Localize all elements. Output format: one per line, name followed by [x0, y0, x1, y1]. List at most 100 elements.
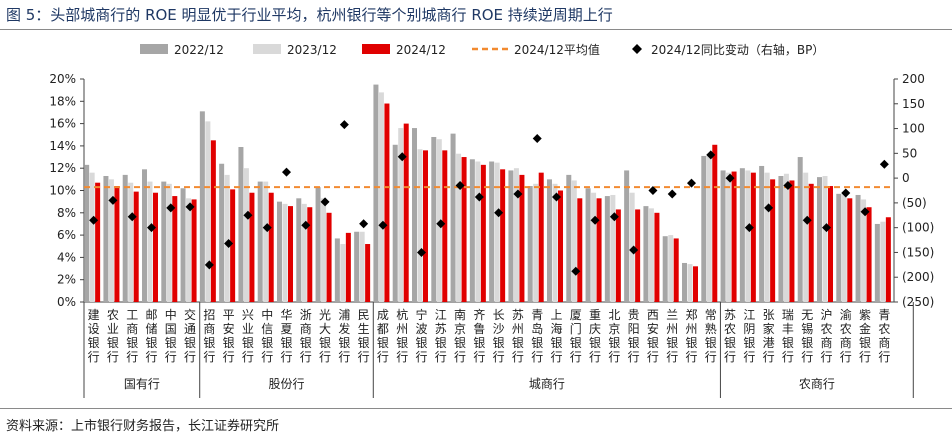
bar-2024-12 [326, 212, 332, 302]
bar-2022-12 [373, 84, 379, 302]
bar-2022-12 [855, 194, 861, 302]
bar-2022-12 [778, 176, 784, 302]
bar-2022-12 [720, 170, 726, 302]
bar-2023-12 [861, 199, 867, 302]
category-label: 贵阳银行 [628, 308, 640, 364]
roe-chart: 2022/12 2023/12 2024/12 2024/12平均值 2024/… [49, 42, 934, 398]
y-left-tick-label: 4% [57, 250, 76, 264]
bar-2024-12 [191, 199, 197, 302]
bar-2024-12 [654, 212, 660, 302]
bar-2024-12 [307, 207, 313, 302]
category-label: 长沙银行 [493, 308, 505, 364]
category-label: 农业银行 [107, 308, 119, 364]
bar-2022-12 [469, 159, 475, 302]
category-label: 成都银行 [377, 308, 389, 364]
category-label: 江阴银行 [743, 308, 755, 364]
bar-2022-12 [84, 164, 90, 302]
bar-2022-12 [199, 111, 205, 302]
bp-change-marker [687, 178, 696, 188]
bar-2022-12 [701, 155, 707, 302]
bar-2022-12 [180, 188, 186, 302]
bar-2023-12 [147, 181, 153, 302]
bar-2023-12 [456, 153, 462, 302]
bar-2024-12 [95, 182, 101, 302]
plot-area: 0% 2% 4% 6% 8% 10% 12% 14% 16% 18% 20% (250) (200) (1… [49, 72, 934, 398]
bar-2023-12 [186, 198, 192, 302]
bar-2024-12 [442, 150, 448, 302]
bp-change-marker [359, 219, 369, 229]
bar-2024-12 [558, 190, 563, 302]
category-label: 民生银行 [358, 308, 370, 364]
bar-2024-12 [885, 217, 891, 302]
bp-change-marker [147, 223, 156, 233]
bar-2023-12 [764, 172, 770, 302]
bar-2024-12 [750, 172, 756, 302]
y-left-tick-label: 6% [57, 228, 76, 242]
bar-2022-12 [547, 179, 552, 302]
bp-change-marker [185, 202, 195, 212]
legend-swatch-2023 [253, 44, 281, 54]
category-label: 交通银行 [184, 307, 196, 364]
category-label: 北京银行 [608, 308, 620, 364]
y-left-tick-label: 8% [57, 206, 76, 220]
bar-2023-12 [166, 183, 172, 302]
group-label: 城商行 [529, 376, 565, 391]
bar-2024-12 [500, 169, 506, 302]
bar-2024-12 [461, 157, 467, 302]
bar-2022-12 [643, 206, 649, 302]
y-right-tick-label: 0 [902, 171, 910, 185]
bar-2022-12 [489, 161, 495, 302]
category-label: 江苏银行 [435, 308, 447, 364]
bar-2023-12 [224, 174, 230, 302]
title-divider [0, 29, 952, 30]
bar-2022-12 [836, 193, 842, 302]
bar-2022-12 [527, 186, 533, 302]
category-label: 无锡银行 [801, 308, 813, 364]
bar-2022-12 [604, 196, 610, 302]
category-label: 兰州银行 [666, 308, 678, 364]
bar-2022-12 [142, 169, 147, 302]
bar-2023-12 [591, 192, 597, 302]
bar-2023-12 [783, 173, 789, 302]
category-label: 南京银行 [454, 307, 466, 364]
bar-2022-12 [739, 168, 745, 302]
legend-label-bp: 2024/12同比变动（右轴，BP） [651, 42, 824, 57]
legend-label-2022: 2022/12 [174, 43, 224, 57]
bar-2023-12 [668, 235, 674, 302]
bar-2024-12 [673, 238, 679, 302]
bar-2024-12 [828, 186, 833, 302]
bar-2022-12 [219, 163, 225, 302]
category-label: 常熟银行 [705, 308, 717, 364]
bar-2024-12 [712, 144, 718, 302]
bar-2022-12 [508, 170, 514, 302]
category-label: 渝农商行 [840, 307, 852, 364]
bar-2022-12 [122, 174, 128, 302]
bar-2024-12 [345, 232, 351, 302]
bp-change-marker [127, 212, 137, 222]
category-label: 青岛银行 [531, 308, 543, 364]
bar-2023-12 [571, 180, 577, 302]
legend-swatch-2022 [140, 44, 168, 54]
y-right-tick-label: (50) [902, 196, 927, 210]
bar-2024-12 [480, 164, 486, 302]
bp-change-marker [224, 239, 234, 249]
bp-change-marker [764, 203, 774, 213]
bar-2024-12 [615, 209, 621, 302]
category-label: 西安银行 [647, 308, 659, 364]
bp-change-marker [513, 189, 523, 199]
bar-2022-12 [450, 133, 456, 302]
bar-2023-12 [880, 221, 886, 302]
bar-2022-12 [817, 177, 822, 302]
bar-2022-12 [682, 262, 687, 302]
category-label: 平安银行 [223, 308, 235, 364]
category-label: 浙商银行 [300, 308, 312, 364]
y-left-tick-label: 18% [49, 94, 76, 108]
bar-2023-12 [533, 183, 539, 302]
category-label: 紫金银行 [859, 308, 871, 364]
bp-change-marker [860, 207, 870, 217]
bar-2022-12 [431, 136, 437, 302]
y-left-tick-label: 0% [57, 295, 76, 309]
bp-change-marker [339, 120, 349, 130]
y-left-tick-label: 2% [57, 273, 76, 287]
bp-change-marker [417, 247, 426, 257]
